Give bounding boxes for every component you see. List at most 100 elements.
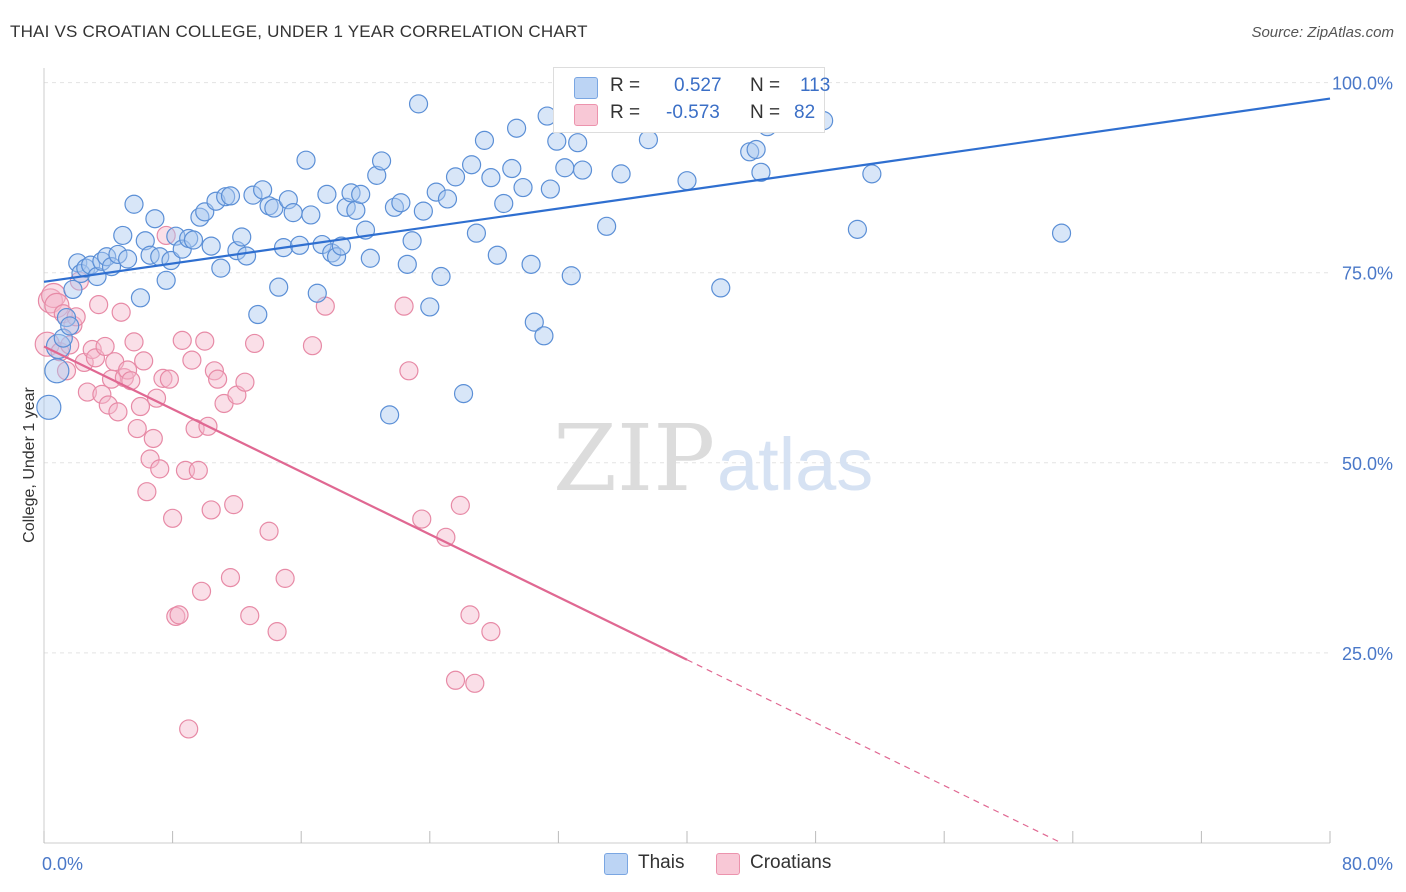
- y-tick-label-3: 100.0%: [1332, 74, 1393, 94]
- thai-point-77: [445, 167, 466, 187]
- croatian-point-35: [153, 368, 173, 388]
- thai-point-63: [360, 248, 380, 268]
- gridlines: [44, 82, 1330, 654]
- thai-point-51: [301, 205, 321, 225]
- legend-label: Croatians: [750, 852, 832, 873]
- thai-point-73: [420, 297, 440, 317]
- thai-point-104: [746, 139, 766, 160]
- croatian-point-61: [267, 622, 287, 642]
- thai-point-76: [437, 189, 458, 209]
- croatian-point-31: [140, 449, 160, 469]
- watermark-zip: ZIP: [553, 405, 715, 512]
- trend-lines: [43, 97, 1331, 844]
- y-tick-label-0: 25.0%: [1342, 644, 1393, 664]
- thai-point-86: [507, 118, 527, 138]
- thai-point-33: [206, 191, 226, 211]
- thai-point-3: [53, 328, 73, 348]
- thai-point-68: [391, 193, 411, 213]
- thai-point-45: [269, 277, 289, 297]
- thai-point-41: [248, 304, 268, 325]
- thai-point-52: [307, 283, 327, 303]
- thai-point-87: [513, 177, 533, 198]
- thai-point-90: [534, 326, 554, 346]
- thai-point-88: [521, 254, 541, 274]
- thai-point-1: [44, 358, 70, 384]
- croatian-point-22: [111, 302, 131, 322]
- croatian-point-44: [182, 350, 202, 370]
- croatian-point-39: [166, 606, 186, 627]
- thai-point-79: [461, 155, 482, 175]
- thai-point-75: [431, 266, 451, 287]
- thai-point-72: [413, 201, 433, 221]
- croatian-point-66: [399, 361, 419, 381]
- croatian-point-52: [208, 369, 228, 389]
- croatian-point-57: [235, 372, 255, 392]
- croatian-point-28: [130, 396, 151, 417]
- croatian-point-48: [195, 331, 215, 351]
- thai-point-60: [346, 200, 366, 220]
- thai-point-34: [211, 258, 231, 278]
- thai-point-29: [183, 230, 204, 250]
- thai-point-64: [367, 165, 387, 185]
- thai-point-6: [63, 279, 83, 300]
- croatian-point-65: [394, 296, 414, 316]
- thai-point-40: [243, 185, 263, 205]
- croatian-point-62: [275, 568, 295, 588]
- croatian-point-63: [302, 336, 323, 356]
- thai-point-95: [568, 133, 588, 153]
- thai-point-89: [524, 312, 544, 332]
- thai-swatch: [574, 77, 598, 99]
- thai-point-59: [341, 183, 361, 203]
- correlation-legend: R = 0.527 N = 113 R = -0.573 N = 82: [553, 67, 830, 133]
- thai-point-109: [847, 219, 867, 239]
- y-tick-label-1: 50.0%: [1342, 454, 1393, 474]
- x-tick-label-1: 80.0%: [1342, 854, 1393, 874]
- croatian-point-27: [127, 418, 147, 439]
- r-label: R =: [610, 102, 641, 123]
- thai-point-84: [494, 193, 514, 214]
- croatian-point-46: [188, 460, 208, 481]
- croatian-swatch: [574, 104, 598, 126]
- thai-point-61: [351, 184, 371, 204]
- thai-point-78: [453, 384, 474, 404]
- thai-point-98: [611, 164, 631, 184]
- n-label: N =: [750, 102, 781, 123]
- thai-point-91: [540, 179, 560, 199]
- croatian-point-71: [465, 673, 485, 693]
- thai-point-19: [130, 288, 151, 308]
- thai-point-17: [117, 249, 138, 269]
- croatian-point-38: [163, 508, 183, 528]
- croatian-point-26: [124, 332, 144, 352]
- croatian-point-72: [460, 605, 480, 625]
- thai-point-50: [296, 150, 316, 170]
- croatian-point-15: [89, 295, 109, 315]
- thai-point-74: [426, 182, 446, 202]
- croatian-point-73: [481, 622, 501, 642]
- thai-point-38: [232, 227, 252, 247]
- croatian-point-54: [220, 568, 241, 588]
- croatian-point-32: [143, 428, 163, 449]
- croatian-point-55: [224, 495, 244, 515]
- thai-swatch: [604, 853, 628, 875]
- thai-point-102: [711, 278, 731, 298]
- croatian-point-43: [179, 719, 199, 739]
- croatian-point-25: [121, 371, 141, 391]
- thai-point-92: [547, 131, 567, 151]
- croatian-points: [34, 225, 501, 739]
- watermark: ZIP atlas: [553, 405, 873, 512]
- croatian-point-6: [56, 361, 77, 381]
- thai-point-48: [283, 203, 303, 223]
- chart-title: THAI VS CROATIAN COLLEGE, UNDER 1 YEAR C…: [10, 22, 588, 41]
- thai-point-101: [677, 171, 697, 191]
- thai-point-42: [253, 180, 273, 200]
- thai-point-94: [561, 266, 581, 286]
- thai-point-65: [371, 151, 392, 171]
- thai-point-71: [408, 94, 429, 114]
- croatian-point-67: [412, 509, 432, 529]
- r-label: R =: [610, 75, 641, 96]
- tick-labels: 25.0% 50.0% 75.0% 100.0% 0.0% 80.0%: [42, 74, 1393, 874]
- thai-point-20: [135, 231, 155, 251]
- croatian-point-69: [445, 670, 466, 690]
- thai-point-93: [555, 158, 575, 178]
- thai-point-16: [113, 225, 133, 246]
